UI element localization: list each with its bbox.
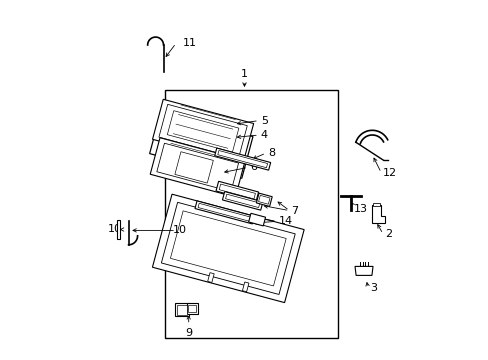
Polygon shape (186, 303, 198, 314)
Text: 11: 11 (183, 38, 197, 48)
Polygon shape (157, 143, 238, 192)
Text: 5: 5 (260, 116, 267, 126)
Polygon shape (170, 211, 285, 286)
Polygon shape (371, 205, 384, 223)
Bar (117, 220, 120, 239)
Polygon shape (152, 194, 304, 303)
Text: 8: 8 (267, 148, 274, 158)
Polygon shape (188, 305, 196, 312)
Polygon shape (222, 192, 263, 210)
Polygon shape (167, 111, 238, 152)
Text: 9: 9 (185, 328, 192, 338)
Polygon shape (258, 195, 269, 204)
Text: 3: 3 (369, 283, 376, 293)
Polygon shape (159, 104, 247, 158)
Polygon shape (256, 193, 272, 206)
Polygon shape (177, 305, 187, 315)
Polygon shape (175, 152, 213, 183)
Polygon shape (216, 181, 258, 202)
Text: 1: 1 (241, 69, 247, 79)
Polygon shape (198, 203, 251, 221)
Polygon shape (195, 201, 254, 224)
Text: 10: 10 (107, 224, 122, 234)
Polygon shape (248, 213, 265, 226)
Text: 10: 10 (172, 225, 186, 235)
Text: 12: 12 (382, 168, 396, 178)
Bar (165, 90, 337, 338)
Polygon shape (354, 266, 372, 275)
Text: 6: 6 (249, 162, 256, 172)
Text: 13: 13 (354, 204, 367, 214)
Polygon shape (149, 112, 252, 178)
Polygon shape (214, 148, 270, 170)
Polygon shape (150, 138, 244, 197)
Text: 7: 7 (291, 206, 298, 216)
Text: 14: 14 (278, 216, 292, 226)
Polygon shape (217, 150, 267, 168)
Polygon shape (152, 99, 253, 163)
Polygon shape (219, 184, 255, 199)
Polygon shape (207, 273, 214, 283)
Polygon shape (242, 282, 248, 292)
Text: 4: 4 (260, 130, 267, 140)
Polygon shape (225, 194, 259, 208)
Polygon shape (175, 303, 189, 316)
Polygon shape (161, 202, 295, 294)
Text: 2: 2 (384, 229, 391, 239)
Polygon shape (373, 203, 379, 206)
